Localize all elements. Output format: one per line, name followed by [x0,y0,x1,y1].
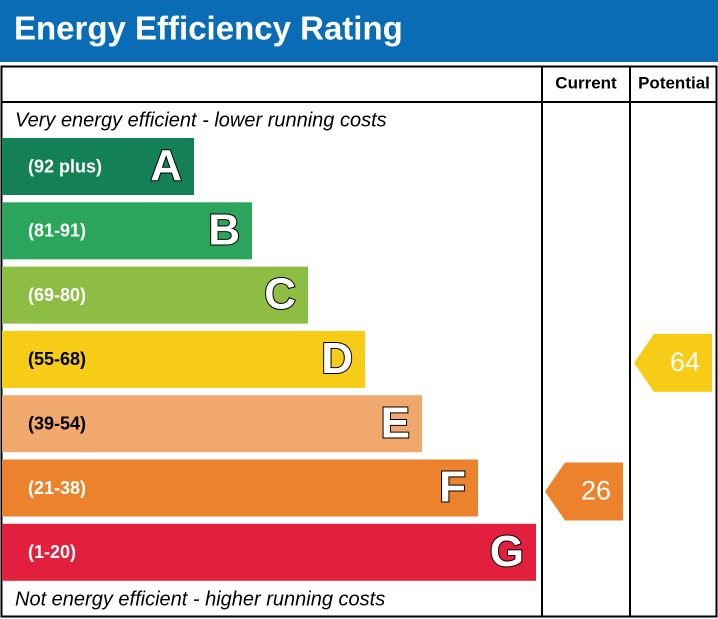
band-letter: D [321,334,353,383]
column-header: Potential [638,73,710,92]
band-bar [2,138,194,195]
band-bar [2,330,365,388]
frame [0,65,718,618]
band-range: (69-80) [28,285,86,305]
band-letter: E [381,398,410,447]
band-range: (81-91) [28,221,86,241]
rating-arrow [545,462,623,521]
rating-arrow [634,333,712,392]
top-note: Very energy efficient - lower running co… [15,109,387,131]
title-bar [0,0,718,62]
column-header: Current [555,73,617,92]
band-letter: B [208,205,240,254]
band-letter: C [264,270,296,319]
title: Energy Efficiency Rating [14,10,403,47]
band-range: (1-20) [28,542,76,562]
rating-value: 26 [581,476,611,506]
band-range: (92 plus) [28,156,102,176]
band-bar [2,202,252,260]
bottom-note: Not energy efficient - higher running co… [15,588,385,610]
band-bar [2,395,422,453]
band-bar [2,459,478,517]
rating-value: 64 [670,347,700,377]
band-letter: F [439,463,466,512]
band-range: (55-68) [28,349,86,369]
band-range: (39-54) [28,413,86,433]
band-letter: A [150,141,182,190]
band-bar [2,523,536,581]
band-range: (21-38) [28,478,86,498]
band-letter: G [490,527,524,576]
band-bar [2,266,308,324]
